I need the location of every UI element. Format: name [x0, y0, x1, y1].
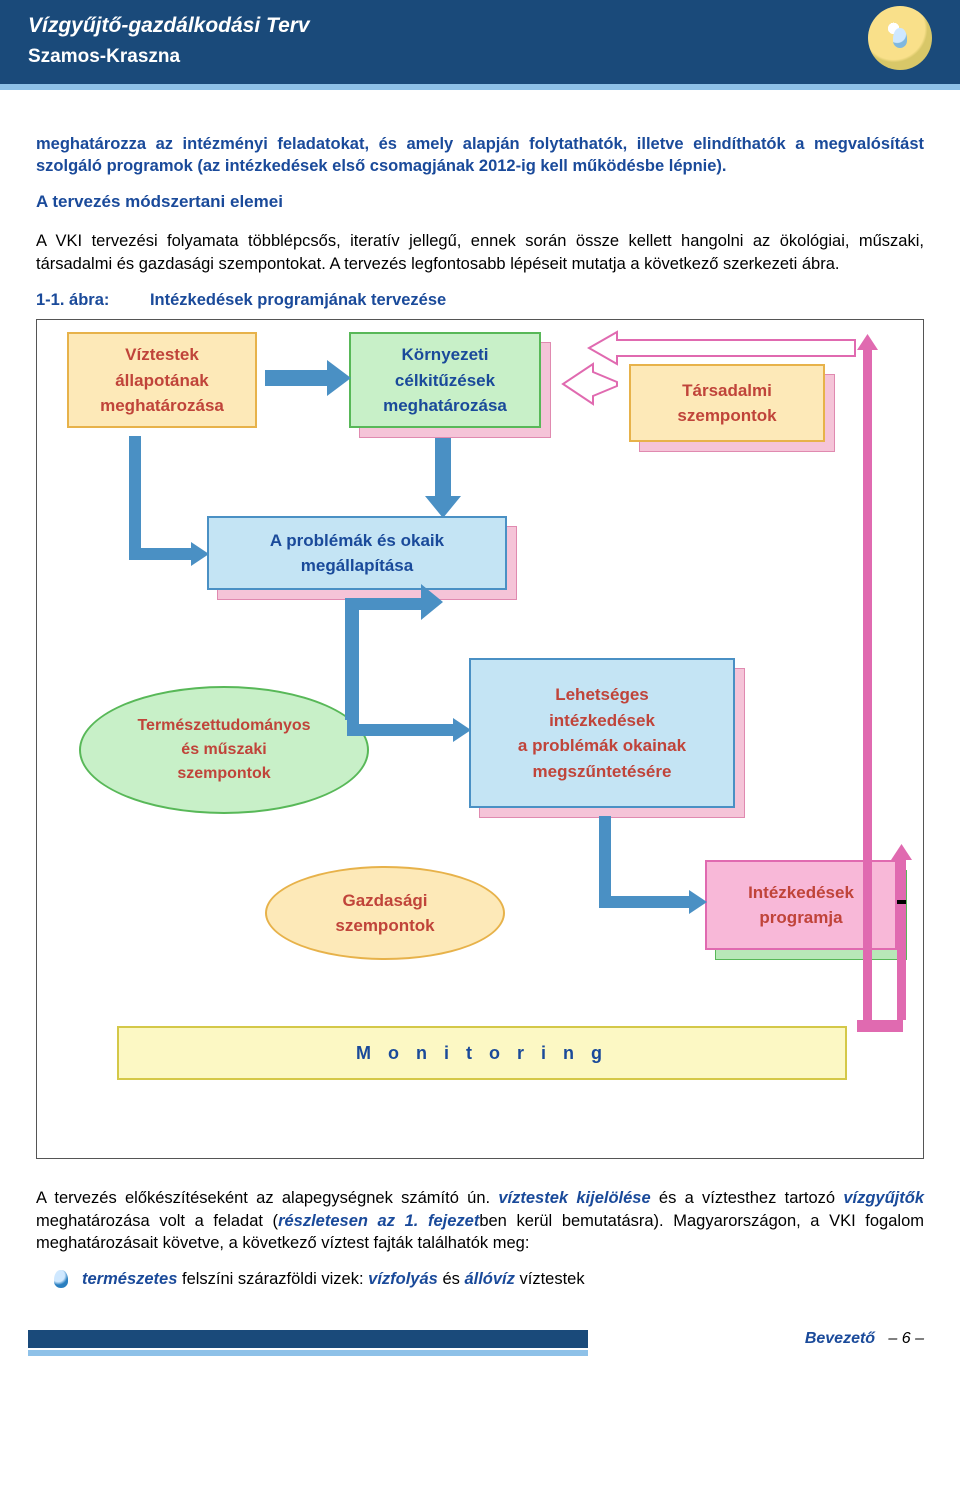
- node-gazdasagi: Gazdaságiszempontok: [265, 866, 505, 960]
- page-footer: Bevezető – 6 –: [0, 1330, 960, 1380]
- bullet-text: természetes felszíni szárazföldi vizek: …: [82, 1268, 585, 1290]
- text-span: vízfolyás: [368, 1270, 442, 1288]
- bullet-item: természetes felszíni szárazföldi vizek: …: [54, 1268, 924, 1290]
- footer-label: Bevezető – 6 –: [805, 1330, 924, 1348]
- footer-page: – 6 –: [888, 1330, 924, 1347]
- header-title-2: Szamos-Kraszna: [28, 46, 932, 68]
- doc-header: Vízgyűjtő-gazdálkodási Terv Szamos-Krasz…: [0, 0, 960, 84]
- text-span: és: [442, 1270, 464, 1288]
- node-lehetseges: Lehetségesintézkedéseka problémák okaina…: [469, 658, 735, 808]
- eu-drop-logo-icon: [868, 6, 932, 70]
- footer-bar: [28, 1330, 588, 1348]
- text-span: természetes: [82, 1270, 182, 1288]
- paragraph-2: A VKI tervezési folyamata többlépcsős, i…: [36, 230, 924, 275]
- text-span: A tervezés előkészítéseként az alapegysé…: [36, 1189, 498, 1207]
- node-termeszet: Természettudományosés műszakiszempontok: [79, 686, 369, 814]
- node-problemak: A problémák és okaikmegállapítása: [207, 516, 507, 590]
- flowchart-diagram: Víztestekállapotánakmeghatározása Környez…: [36, 319, 924, 1159]
- text-span: állóvíz: [464, 1270, 519, 1288]
- text-span: vízgyűjtők: [843, 1189, 924, 1207]
- figure-number: 1-1. ábra:: [36, 291, 109, 309]
- intro-text: meghatározza az intézményi feladatokat, …: [36, 135, 924, 175]
- node-intezkedesek: Intézkedésekprogramja: [705, 860, 897, 950]
- intro-paragraph: meghatározza az intézményi feladatokat, …: [36, 133, 924, 178]
- text-span: meghatározása volt a feladat (: [36, 1212, 278, 1230]
- header-title-1: Vízgyűjtő-gazdálkodási Terv: [28, 14, 932, 38]
- text-span: felszíni szárazföldi vizek:: [182, 1270, 368, 1288]
- node-viztestek: Víztestekállapotánakmeghatározása: [67, 332, 257, 428]
- node-tarsadalmi: Társadalmiszempontok: [629, 364, 825, 442]
- text-span: és a víztesthez tartozó: [651, 1189, 844, 1207]
- node-kornyezeti: Környezeticélkitűzésekmeghatározása: [349, 332, 541, 428]
- text-span: víztestek kijelölése: [498, 1189, 650, 1207]
- figure-title: Intézkedések programjának tervezése: [150, 291, 446, 309]
- text-span: részletesen az 1. fejezet: [278, 1212, 479, 1230]
- drop-bullet-icon: [54, 1270, 68, 1288]
- page-content: meghatározza az intézményi feladatokat, …: [0, 96, 960, 1300]
- text-span: víztestek: [519, 1270, 584, 1288]
- figure-label: 1-1. ábra: Intézkedések programjának ter…: [36, 289, 924, 311]
- footer-bar-light: [28, 1350, 588, 1356]
- header-divider: [0, 84, 960, 90]
- footer-section: Bevezető: [805, 1330, 875, 1347]
- subheading: A tervezés módszertani elemei: [36, 191, 924, 214]
- paragraph-3: A tervezés előkészítéseként az alapegysé…: [36, 1187, 924, 1254]
- node-monitoring: M o n i t o r i n g: [117, 1026, 847, 1080]
